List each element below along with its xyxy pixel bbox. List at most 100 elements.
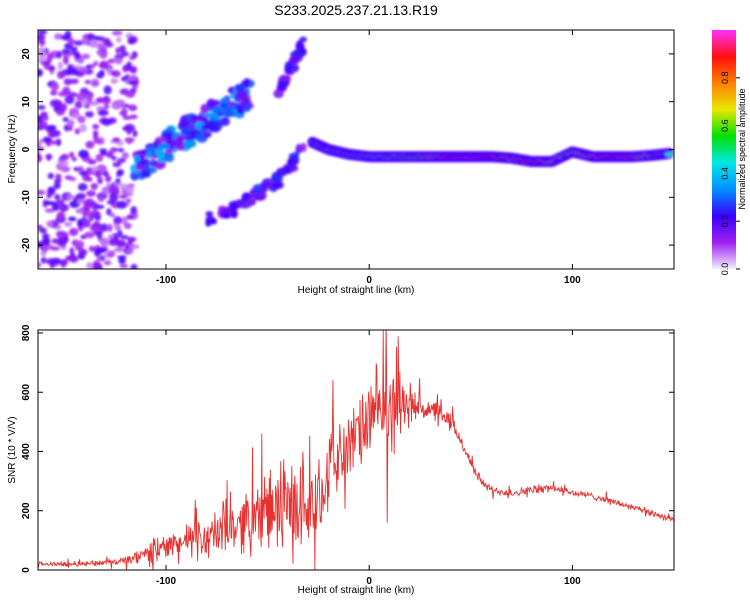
noise-speckle: [74, 128, 81, 135]
noise-speckle: [38, 34, 46, 41]
noise-speckle: [54, 193, 61, 200]
noise-speckle: [38, 47, 45, 53]
ridge-core: [665, 152, 673, 157]
noise-speckle: [76, 240, 85, 249]
lower-branch-blob: [223, 213, 231, 219]
noise-speckle: [128, 104, 138, 112]
noise-speckle: [67, 64, 73, 72]
lower-branch-blob: [256, 191, 267, 201]
noise-speckle: [78, 149, 89, 159]
lower-branch-blob: [271, 173, 283, 183]
noise-speckle: [78, 248, 88, 256]
noise-speckle: [73, 51, 80, 60]
noise-speckle: [106, 208, 112, 216]
noise-speckle: [84, 79, 91, 85]
lower-branch-blob: [272, 181, 284, 190]
noise-speckle: [64, 175, 73, 180]
snr-ytick-label: 600: [21, 383, 32, 400]
noise-speckle: [46, 153, 52, 161]
noise-speckle: [61, 48, 71, 55]
noise-speckle: [86, 190, 96, 197]
spectrogram-xtick-label: 0: [366, 275, 372, 286]
noise-speckle: [127, 39, 136, 45]
noise-speckle: [112, 137, 121, 143]
noise-speckle: [82, 98, 89, 106]
spectrogram-xtick-label: -100: [156, 275, 176, 286]
noise-speckle: [110, 70, 116, 75]
noise-speckle: [93, 138, 104, 145]
noise-speckle: [81, 216, 87, 221]
colorbar-tick-label: 0.2: [720, 215, 730, 228]
colorbar-tick-label: 0.4: [720, 167, 730, 180]
lower-branch-blob: [230, 208, 238, 218]
noise-speckle: [121, 216, 128, 225]
noise-speckle: [50, 90, 58, 96]
noise-speckle: [125, 198, 132, 203]
noise-speckle: [108, 185, 120, 194]
lower-branch-blob: [211, 218, 218, 225]
noise-speckle: [62, 117, 69, 122]
noise-speckle: [56, 50, 62, 59]
noise-speckle: [73, 40, 84, 46]
noise-speckle: [125, 91, 135, 98]
chart-title: S233.2025.237.21.13.R19: [274, 2, 438, 18]
noise-speckle: [46, 220, 53, 228]
noise-speckle: [38, 189, 46, 196]
noise-speckle: [40, 256, 47, 264]
noise-speckle: [92, 35, 101, 41]
noise-speckle: [99, 223, 109, 232]
noise-speckle: [83, 201, 92, 211]
noise-speckle: [68, 227, 79, 237]
noise-speckle: [79, 124, 87, 133]
colorbar: 0.0 0.2 0.4 0.6 0.8 Normalized spectral ampl…: [712, 30, 747, 275]
colorbar-label: Normalized spectral amplitude: [737, 88, 747, 209]
noise-speckle: [94, 204, 105, 209]
spectrogram-ytick-label: -20: [21, 237, 32, 252]
colorbar-tick-label: 0.0: [720, 263, 730, 276]
noise-speckle: [110, 78, 119, 84]
noise-speckle: [108, 240, 120, 246]
noise-speckle: [128, 185, 134, 193]
noise-speckle: [46, 192, 52, 199]
noise-speckle: [63, 78, 73, 86]
noise-speckle: [119, 263, 129, 269]
noise-speckle: [38, 138, 44, 144]
noise-speckle: [115, 178, 121, 184]
noise-speckle: [122, 115, 132, 120]
noise-speckle: [38, 224, 43, 230]
noise-speckle: [60, 153, 69, 161]
main-branch-blob: [212, 106, 221, 114]
noise-speckle: [128, 80, 139, 85]
noise-speckle: [62, 86, 71, 96]
noise-speckle: [86, 262, 94, 269]
noise-speckle: [99, 49, 108, 59]
main-branch-blob: [157, 155, 167, 163]
noise-speckle: [92, 81, 99, 86]
snr-ytick-label: 200: [21, 502, 32, 519]
main-branch-blob: [203, 124, 214, 130]
noise-speckle: [76, 218, 84, 227]
noise-speckle: [96, 72, 105, 79]
noise-speckle: [55, 138, 62, 147]
noise-speckle: [76, 199, 87, 205]
main-branch-blob: [212, 112, 219, 121]
noise-speckle: [89, 39, 99, 48]
noise-speckle: [115, 100, 126, 107]
noise-speckle: [42, 237, 51, 246]
main-branch-blob: [221, 97, 229, 104]
noise-speckle: [132, 129, 138, 138]
snr-xlabel: Height of straight line (km): [298, 585, 415, 596]
noise-speckle: [118, 258, 126, 264]
noise-speckle: [97, 196, 105, 203]
noise-speckle: [119, 45, 126, 54]
main-branch-blob: [191, 114, 198, 125]
noise-speckle: [82, 66, 88, 72]
noise-speckle: [107, 234, 115, 239]
noise-speckle: [92, 124, 100, 130]
snr-panel: -100 0 100 0 200 400 600 800 Height of straight…: [7, 324, 675, 596]
snr-ylabel: SNR (10 * V/V): [7, 416, 18, 483]
noise-speckle: [53, 181, 61, 190]
noise-speckle: [117, 147, 125, 153]
noise-speckle: [42, 115, 49, 121]
